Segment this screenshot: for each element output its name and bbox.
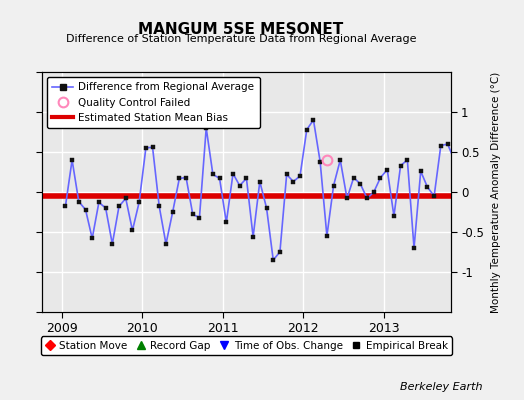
Legend: Difference from Regional Average, Quality Control Failed, Estimated Station Mean: Difference from Regional Average, Qualit… [47,77,259,128]
Text: Berkeley Earth: Berkeley Earth [400,382,482,392]
Legend: Station Move, Record Gap, Time of Obs. Change, Empirical Break: Station Move, Record Gap, Time of Obs. C… [40,336,452,355]
Y-axis label: Monthly Temperature Anomaly Difference (°C): Monthly Temperature Anomaly Difference (… [491,71,501,313]
Text: MANGUM 5SE MESONET: MANGUM 5SE MESONET [138,22,344,37]
Text: Difference of Station Temperature Data from Regional Average: Difference of Station Temperature Data f… [66,34,416,44]
